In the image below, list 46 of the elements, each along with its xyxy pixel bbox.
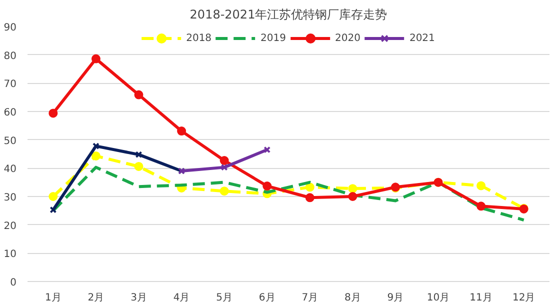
point bbox=[348, 192, 358, 201]
point bbox=[220, 156, 229, 166]
point bbox=[305, 182, 314, 192]
point bbox=[177, 126, 186, 136]
point bbox=[220, 164, 228, 171]
point bbox=[134, 90, 144, 100]
x-tick-label: 1月 bbox=[44, 292, 62, 304]
point bbox=[134, 162, 144, 171]
legend-label: 2021 bbox=[409, 32, 435, 44]
x-tick-label: 4月 bbox=[173, 292, 190, 304]
point bbox=[476, 181, 486, 190]
x-tick-label: 10月 bbox=[426, 292, 450, 304]
y-tick-label: 0 bbox=[10, 278, 17, 288]
x-tick-label: 3月 bbox=[130, 292, 147, 304]
y-tick-label: 50 bbox=[4, 136, 17, 147]
chart-title: 2018-2021年江苏优特钢厂库存走势 bbox=[190, 8, 388, 22]
point bbox=[220, 186, 229, 196]
y-tick-label: 60 bbox=[4, 108, 17, 118]
point bbox=[135, 151, 142, 158]
y-tick-label: 20 bbox=[4, 220, 17, 232]
legend-label: 2020 bbox=[335, 32, 360, 44]
point bbox=[262, 182, 272, 191]
point bbox=[348, 184, 358, 194]
x-tick-label: 7月 bbox=[302, 292, 318, 304]
x-tick-label: 9月 bbox=[387, 292, 404, 304]
x-tick-label: 12月 bbox=[512, 292, 536, 304]
point bbox=[48, 108, 58, 118]
point bbox=[305, 193, 314, 202]
legend-label: 2018 bbox=[186, 32, 212, 44]
y-tick-label: 80 bbox=[4, 50, 17, 62]
point bbox=[476, 202, 486, 211]
x-tick-label: 11月 bbox=[470, 292, 492, 304]
x-tick-label: 5月 bbox=[216, 292, 233, 304]
x-tick-label: 2月 bbox=[88, 292, 104, 304]
point bbox=[48, 192, 58, 201]
legend-label: 2019 bbox=[260, 32, 286, 44]
x-tick-label: 6月 bbox=[258, 292, 276, 304]
y-tick-label: 10 bbox=[4, 249, 17, 260]
y-tick-label: 40 bbox=[4, 164, 17, 176]
point bbox=[92, 142, 100, 150]
x-tick-label: 8月 bbox=[344, 292, 361, 304]
y-tick-label: 70 bbox=[4, 79, 17, 90]
point bbox=[91, 151, 100, 160]
y-tick-label: 30 bbox=[4, 192, 17, 204]
point bbox=[91, 54, 100, 64]
y-tick-label: 90 bbox=[4, 22, 17, 34]
